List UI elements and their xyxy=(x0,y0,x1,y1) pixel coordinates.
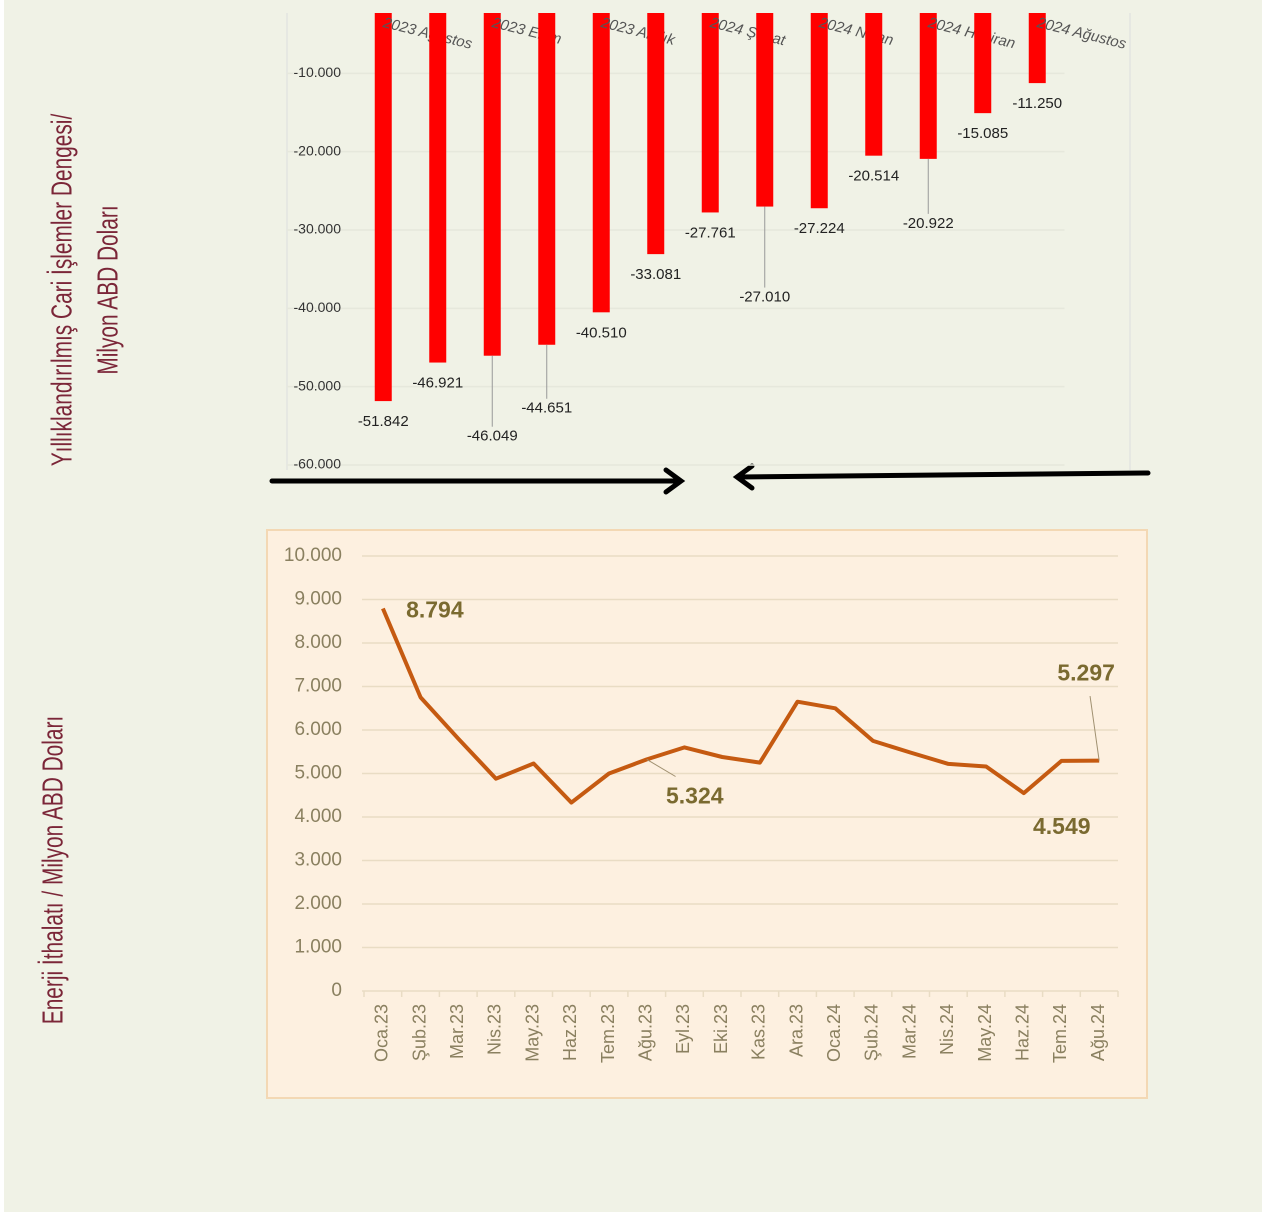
value-label: -27.010 xyxy=(739,289,790,306)
y-axis-title: Yıllıklandırılmış Cari İşlemler Dengesi/ xyxy=(45,113,78,466)
leader-line xyxy=(1089,696,1100,761)
x-tick-label: Oca.23 xyxy=(372,1004,392,1062)
value-label: -44.651 xyxy=(521,400,572,417)
y-tick-label: -10.000 xyxy=(294,64,342,80)
y-tick-label: -30.000 xyxy=(294,221,342,237)
x-tick-label: Oca.24 xyxy=(824,1004,844,1062)
bar xyxy=(701,13,719,213)
bar xyxy=(538,13,556,345)
bar xyxy=(756,13,774,207)
value-label: -20.922 xyxy=(903,215,954,232)
y-tick-label: -40.000 xyxy=(294,299,342,315)
y-axis-title: Milyon ABD Doları xyxy=(92,205,124,374)
y-tick-label: 2.000 xyxy=(294,893,342,914)
value-label: -15.085 xyxy=(957,125,1008,142)
y-tick-label: 10.000 xyxy=(284,545,342,566)
x-tick-label: May.24 xyxy=(975,1004,995,1062)
bar xyxy=(919,13,937,159)
x-tick-label: Ağu.23 xyxy=(636,1004,656,1061)
y-tick-label: -20.000 xyxy=(294,142,342,158)
bar xyxy=(374,13,392,402)
y-tick-label: 9.000 xyxy=(294,589,342,610)
line-panel xyxy=(266,529,1148,1099)
y-tick-label: -60.000 xyxy=(294,456,342,472)
value-label: -27.761 xyxy=(685,224,736,241)
value-label: 8.794 xyxy=(406,597,464,623)
x-tick-label: Tem.24 xyxy=(1050,1004,1070,1063)
y-tick-label: 7.000 xyxy=(294,676,342,697)
bar xyxy=(865,13,883,156)
x-tick-label: Haz.23 xyxy=(560,1004,580,1061)
bar xyxy=(592,13,610,313)
value-label: -46.049 xyxy=(467,428,518,445)
y-tick-label: 0 xyxy=(331,980,342,1001)
y-tick-label: 3.000 xyxy=(294,850,342,871)
y-tick-label: 8.000 xyxy=(294,632,342,653)
x-tick-label: Tem.23 xyxy=(598,1004,618,1063)
bar xyxy=(1028,13,1046,84)
y-tick-label: 5.000 xyxy=(294,763,342,784)
x-tick-label: Eki.23 xyxy=(711,1004,731,1054)
value-label: -51.842 xyxy=(358,413,409,430)
value-label: 5.297 xyxy=(1057,660,1115,686)
y-tick-label: 1.000 xyxy=(294,937,342,958)
value-label: 4.549 xyxy=(1033,813,1091,839)
x-tick-label: Kas.23 xyxy=(749,1004,769,1060)
x-tick-label: Mar.24 xyxy=(899,1004,919,1059)
bar xyxy=(647,13,665,255)
value-label: -40.510 xyxy=(576,324,627,341)
bar xyxy=(429,13,447,363)
y-axis-title: Enerji İthalatı / Milyon ABD Doları xyxy=(36,716,69,1024)
value-label: -27.224 xyxy=(794,220,845,237)
x-tick-label: Nis.23 xyxy=(485,1004,505,1055)
line xyxy=(381,607,1100,805)
leader-line xyxy=(646,758,676,777)
y-tick-label: 4.000 xyxy=(294,806,342,827)
x-tick-label: Şub.23 xyxy=(409,1004,429,1061)
x-tick-label: Şub.24 xyxy=(862,1004,882,1061)
value-label: -11.250 xyxy=(1012,95,1062,112)
value-label: -20.514 xyxy=(848,168,899,185)
value-label: -46.921 xyxy=(412,375,463,392)
x-tick-label: Haz.24 xyxy=(1013,1004,1033,1061)
arrow-right xyxy=(269,467,686,495)
y-tick-label: 6.000 xyxy=(294,719,342,740)
bar xyxy=(974,13,992,114)
value-label: -33.081 xyxy=(630,266,681,283)
x-tick-label: Ağu.24 xyxy=(1088,1004,1108,1061)
x-tick-label: Nis.24 xyxy=(937,1004,957,1055)
y-tick-label: -50.000 xyxy=(294,377,342,393)
x-tick-label: May.23 xyxy=(522,1004,542,1062)
arrow-left xyxy=(732,463,1151,491)
x-tick-label: Eyl.23 xyxy=(673,1004,693,1054)
x-tick-label: Ara.23 xyxy=(786,1004,806,1057)
value-label: 5.324 xyxy=(666,782,724,808)
x-tick-label: Mar.23 xyxy=(447,1004,467,1059)
bar xyxy=(810,13,828,209)
bar xyxy=(483,13,501,356)
